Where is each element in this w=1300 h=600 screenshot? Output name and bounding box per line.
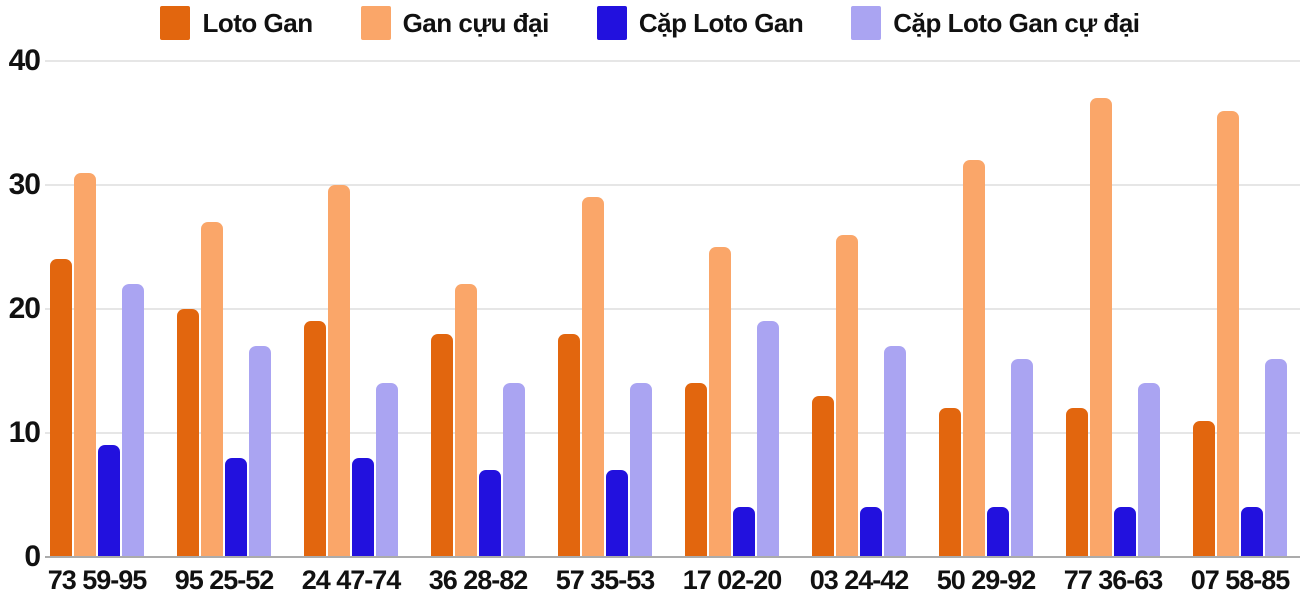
bar-group	[558, 197, 652, 557]
bar-group	[685, 247, 779, 557]
x-axis-label: 77 36-63	[1063, 565, 1164, 595]
bar-group	[304, 185, 398, 557]
legend-swatch	[851, 6, 882, 40]
bar[interactable]	[812, 395, 834, 557]
y-axis-label: 10	[8, 416, 41, 449]
bar-group	[431, 284, 525, 557]
legend-label: Loto Gan	[202, 7, 313, 38]
bar-group	[939, 160, 1033, 557]
bar[interactable]	[1138, 383, 1160, 557]
x-axis-label: 50 29-92	[936, 565, 1037, 595]
bar[interactable]	[122, 284, 144, 557]
gridline	[45, 308, 1300, 310]
bar[interactable]	[1011, 358, 1033, 557]
y-axis-label: 0	[24, 540, 41, 573]
bar[interactable]	[249, 346, 271, 557]
legend-label: Cặp Loto Gan cự đại	[893, 7, 1140, 38]
bar-group	[812, 234, 906, 557]
y-axis-label: 40	[8, 44, 41, 77]
legend-swatch	[596, 6, 627, 40]
bar[interactable]	[328, 185, 350, 557]
bar[interactable]	[860, 507, 882, 557]
bar[interactable]	[733, 507, 755, 557]
bar[interactable]	[304, 321, 326, 557]
y-axis-label: 20	[8, 292, 41, 325]
bar[interactable]	[963, 160, 985, 557]
bar[interactable]	[201, 222, 223, 557]
bar[interactable]	[1114, 507, 1136, 557]
bar[interactable]	[352, 457, 374, 557]
legend-item: Cặp Loto Gan	[596, 6, 804, 40]
x-axis-label: 03 24-42	[809, 565, 910, 595]
x-axis-label: 36 28-82	[428, 565, 529, 595]
bar[interactable]	[630, 383, 652, 557]
bar[interactable]	[431, 333, 453, 557]
legend: Loto Gan Gan cựu đại Cặp Loto Gan Cặp Loto …	[0, 6, 1300, 40]
bar-group	[50, 172, 144, 557]
bar[interactable]	[558, 333, 580, 557]
bar[interactable]	[884, 346, 906, 557]
legend-label: Cặp Loto Gan	[638, 7, 804, 38]
legend-label: Gan cựu đại	[402, 7, 550, 38]
bar[interactable]	[987, 507, 1009, 557]
bar[interactable]	[1265, 358, 1287, 557]
x-axis-label: 17 02-20	[682, 565, 783, 595]
bar-group	[177, 222, 271, 557]
x-axis-label: 57 35-53	[555, 565, 656, 595]
legend-item: Cặp Loto Gan cự đại	[851, 6, 1140, 40]
x-axis-label: 07 58-85	[1190, 565, 1291, 595]
bar[interactable]	[1193, 420, 1215, 557]
bar[interactable]	[836, 234, 858, 557]
bar[interactable]	[1241, 507, 1263, 557]
bar[interactable]	[685, 383, 707, 557]
legend-swatch	[360, 6, 391, 40]
bar-group	[1193, 110, 1287, 557]
x-axis-label: 24 47-74	[301, 565, 402, 595]
y-axis-label: 30	[8, 168, 41, 201]
gridline	[45, 184, 1300, 186]
bar[interactable]	[74, 172, 96, 557]
bar[interactable]	[1217, 110, 1239, 557]
bar[interactable]	[1066, 408, 1088, 557]
x-axis-line	[45, 556, 1300, 558]
legend-item: Loto Gan	[160, 6, 313, 40]
bar[interactable]	[50, 259, 72, 557]
legend-item: Gan cựu đại	[360, 6, 550, 40]
bar[interactable]	[939, 408, 961, 557]
bar[interactable]	[479, 470, 501, 557]
bar[interactable]	[503, 383, 525, 557]
bar[interactable]	[225, 457, 247, 557]
bar[interactable]	[606, 470, 628, 557]
bar[interactable]	[1090, 98, 1112, 557]
x-axis-label: 73 59-95	[47, 565, 148, 595]
bar[interactable]	[582, 197, 604, 557]
gridline	[45, 60, 1300, 62]
bar-group	[1066, 98, 1160, 557]
bar[interactable]	[709, 247, 731, 557]
bar[interactable]	[455, 284, 477, 557]
gridline	[45, 432, 1300, 434]
bar[interactable]	[177, 309, 199, 557]
x-axis-label: 95 25-52	[174, 565, 275, 595]
legend-swatch	[160, 6, 191, 40]
bar[interactable]	[376, 383, 398, 557]
bar[interactable]	[98, 445, 120, 557]
bar[interactable]	[757, 321, 779, 557]
